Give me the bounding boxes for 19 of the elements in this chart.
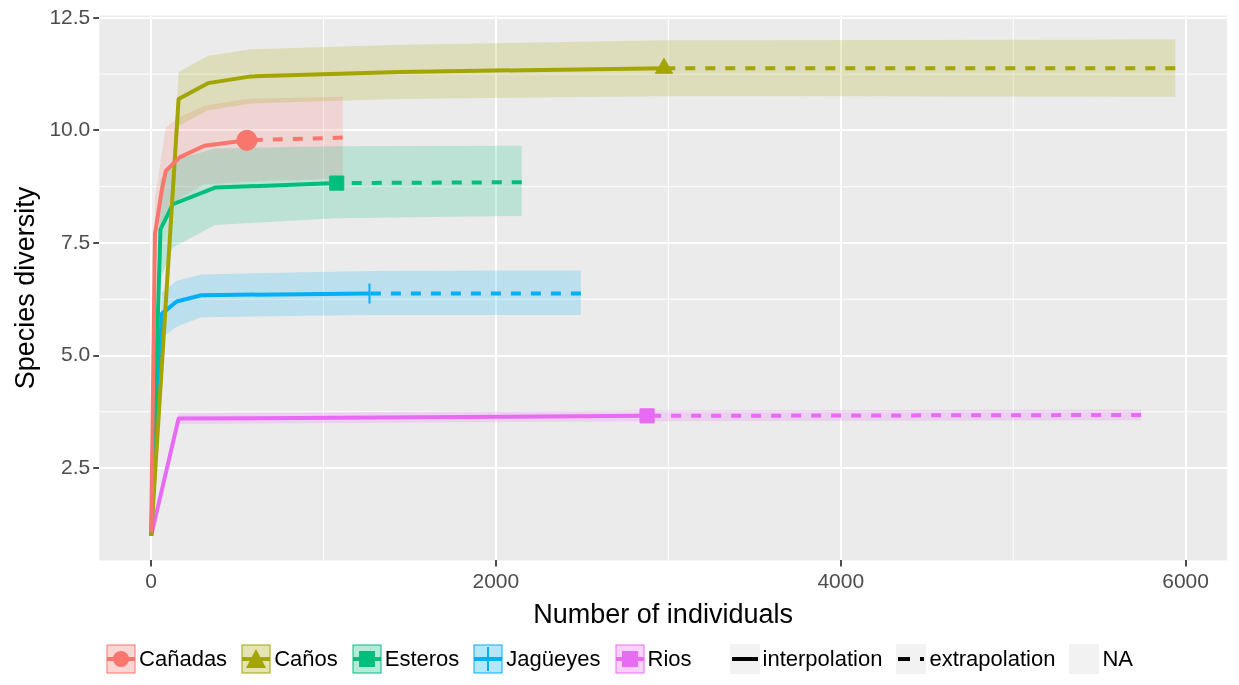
x-tick-label: 2000 — [472, 568, 520, 592]
y-tick-label: 2.5 — [61, 454, 91, 478]
legend-label: Jagüeyes — [506, 646, 601, 672]
legend-label: Rios — [647, 646, 692, 672]
y-tick-label: 5.0 — [61, 342, 91, 366]
legend-label: Esteros — [384, 646, 460, 672]
y-axis-title: Species diversity — [9, 186, 40, 390]
x-axis-title: Number of individuals — [533, 599, 793, 630]
x-tick-label: 0 — [145, 568, 157, 592]
x-tick-label: 4000 — [817, 568, 865, 592]
text: interpolation — [762, 646, 883, 672]
text: extrapolation — [929, 646, 1056, 672]
y-tick-label: 10.0 — [49, 117, 91, 141]
x-tick-label: 6000 — [1162, 568, 1209, 592]
y-tick-label: 7.5 — [61, 229, 91, 253]
text: NA — [1102, 646, 1133, 672]
legend-label: Cañadas — [139, 646, 228, 672]
y-tick-label: 12.5 — [49, 4, 91, 28]
legend-label: Caños — [274, 646, 338, 672]
